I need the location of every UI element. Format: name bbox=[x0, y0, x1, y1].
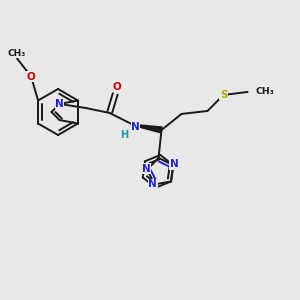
Text: N: N bbox=[170, 159, 179, 169]
Text: O: O bbox=[112, 82, 121, 92]
Text: CH₃: CH₃ bbox=[256, 87, 274, 96]
Text: N: N bbox=[131, 122, 140, 132]
Text: CH₃: CH₃ bbox=[8, 49, 26, 58]
Polygon shape bbox=[134, 124, 162, 133]
Text: H: H bbox=[120, 130, 129, 140]
Text: O: O bbox=[27, 71, 35, 82]
Text: N: N bbox=[148, 179, 157, 189]
Text: N: N bbox=[170, 159, 179, 169]
Text: N: N bbox=[142, 164, 151, 174]
Text: N: N bbox=[55, 99, 64, 109]
Text: S: S bbox=[220, 90, 227, 100]
Text: methoxy: methoxy bbox=[15, 53, 21, 55]
